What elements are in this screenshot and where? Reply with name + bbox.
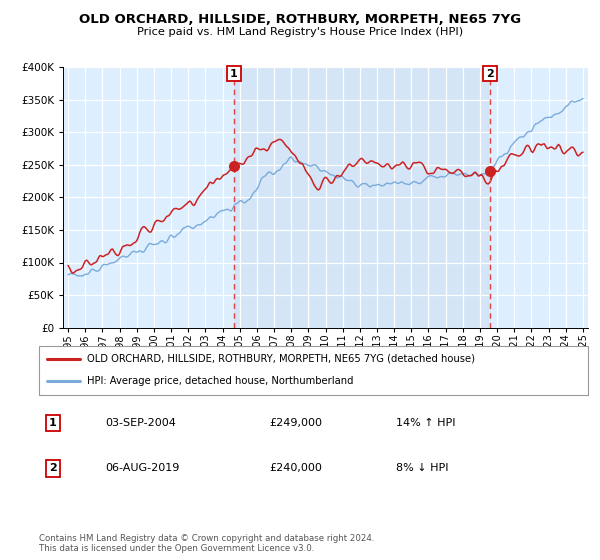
Text: £249,000: £249,000: [269, 418, 323, 428]
Text: Contains HM Land Registry data © Crown copyright and database right 2024.
This d: Contains HM Land Registry data © Crown c…: [39, 534, 374, 553]
Text: 03-SEP-2004: 03-SEP-2004: [105, 418, 176, 428]
Text: 8% ↓ HPI: 8% ↓ HPI: [396, 463, 448, 473]
Text: 2: 2: [49, 463, 56, 473]
Text: 1: 1: [230, 69, 238, 79]
Text: 1: 1: [49, 418, 56, 428]
Text: 14% ↑ HPI: 14% ↑ HPI: [396, 418, 455, 428]
Text: 06-AUG-2019: 06-AUG-2019: [105, 463, 179, 473]
FancyBboxPatch shape: [39, 346, 588, 395]
Text: OLD ORCHARD, HILLSIDE, ROTHBURY, MORPETH, NE65 7YG (detached house): OLD ORCHARD, HILLSIDE, ROTHBURY, MORPETH…: [88, 354, 475, 364]
Text: 2: 2: [486, 69, 494, 79]
Text: HPI: Average price, detached house, Northumberland: HPI: Average price, detached house, Nort…: [88, 376, 354, 386]
Text: £240,000: £240,000: [269, 463, 322, 473]
Text: Price paid vs. HM Land Registry's House Price Index (HPI): Price paid vs. HM Land Registry's House …: [137, 27, 463, 38]
Text: OLD ORCHARD, HILLSIDE, ROTHBURY, MORPETH, NE65 7YG: OLD ORCHARD, HILLSIDE, ROTHBURY, MORPETH…: [79, 13, 521, 26]
